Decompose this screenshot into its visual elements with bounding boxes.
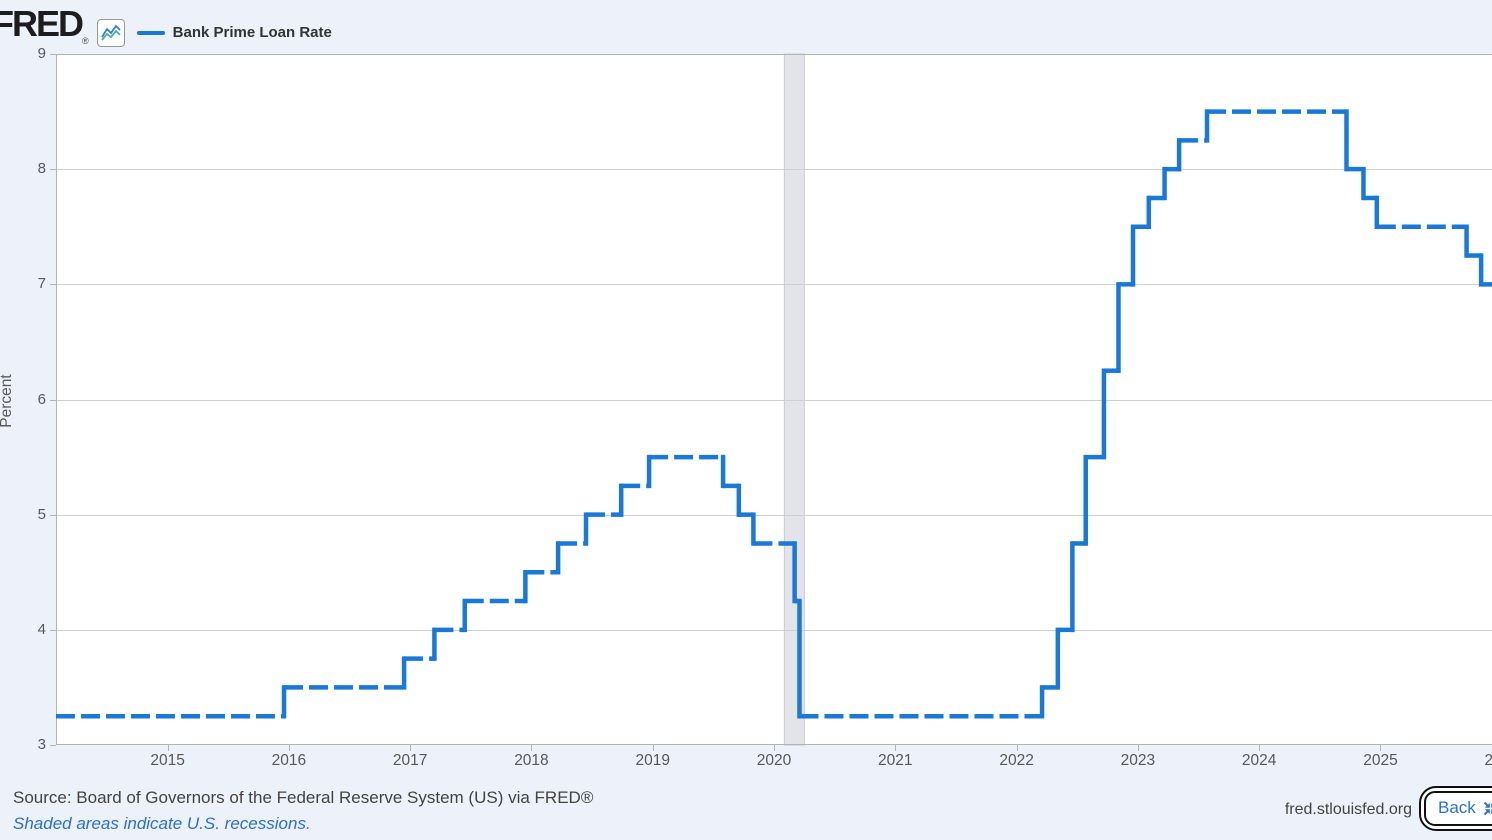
registered-mark: ®: [82, 36, 89, 46]
legend-item-bank-prime-loan-rate[interactable]: Bank Prime Loan Rate: [136, 24, 332, 41]
x-tick-label: 2020: [756, 752, 792, 769]
fred-logo: FRED®: [0, 3, 89, 47]
x-tick-label: 2025: [1363, 752, 1398, 769]
legend-line-swatch: [136, 30, 165, 35]
x-tick-label: 2026: [1484, 752, 1492, 769]
collapse-arrows-icon: [1483, 801, 1492, 815]
x-tick-label: 2021: [878, 752, 913, 769]
x-tick-label: 2023: [1120, 752, 1156, 769]
back-button[interactable]: Back: [1424, 791, 1492, 826]
back-button-label: Back: [1438, 798, 1476, 817]
source-text: Source: Board of Governors of the Federa…: [13, 788, 594, 807]
chart-header: FRED® Bank Prime Loan Rate: [0, 6, 332, 59]
plot-area[interactable]: [50, 53, 1492, 751]
chart-canvas: [50, 53, 1492, 751]
line-chart-icon: [96, 18, 125, 47]
y-tick-label: 4: [37, 620, 46, 638]
y-tick-label: 8: [37, 160, 46, 178]
x-tick-label: 2024: [1241, 752, 1277, 769]
y-tick-label: 7: [37, 275, 46, 293]
x-tick-label: 2016: [271, 752, 307, 769]
x-tick-label: 2019: [635, 752, 670, 769]
back-button-focus-ring: Back: [1419, 786, 1492, 831]
fred-site-link[interactable]: fred.stlouisfed.org: [1284, 801, 1412, 818]
y-tick-label: 6: [37, 390, 46, 408]
y-tick-label: 5: [37, 505, 46, 523]
x-tick-label: 2022: [999, 752, 1034, 769]
x-tick-label: 2017: [392, 752, 428, 769]
y-tick-label: 3: [37, 736, 46, 753]
y-tick-label: 9: [37, 45, 46, 62]
legend-label: Bank Prime Loan Rate: [172, 24, 332, 41]
x-tick-label: 2015: [150, 752, 185, 769]
recession-note-link[interactable]: Shaded areas indicate U.S. recessions.: [13, 814, 311, 833]
x-tick-label: 2018: [514, 752, 549, 769]
